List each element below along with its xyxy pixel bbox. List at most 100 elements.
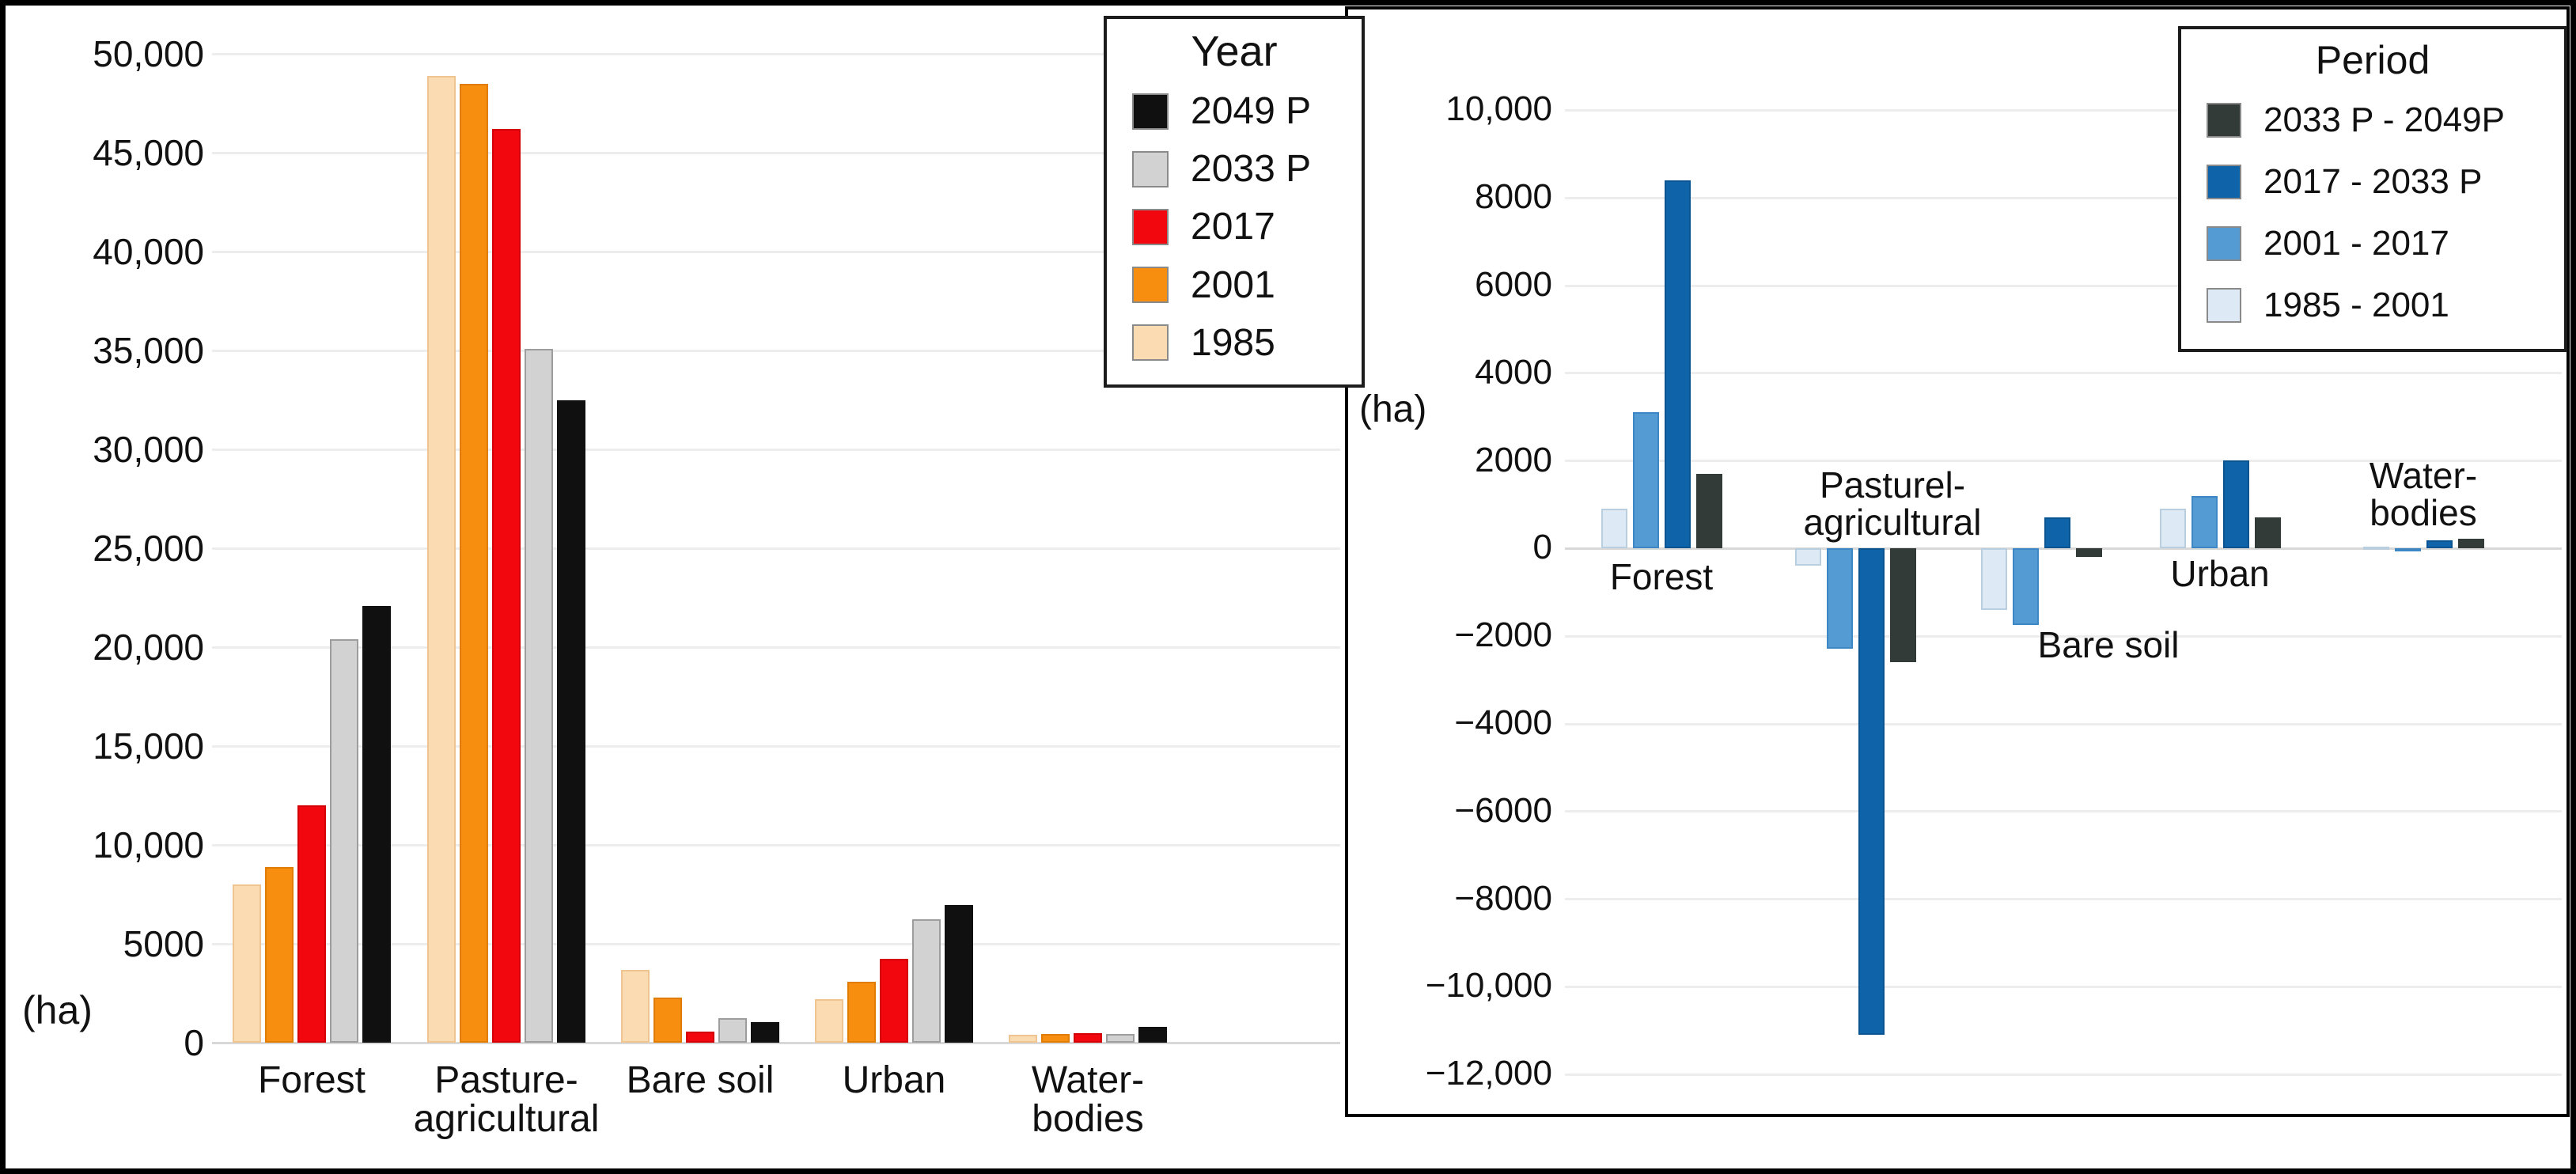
bar-urban-2033-p [912, 918, 941, 1043]
bar-water-bodies-2001 [1041, 1034, 1070, 1043]
gridline [1565, 1073, 2562, 1076]
bar-water-bodies-1985-2001 [2362, 547, 2389, 550]
y-tick-label: 30,000 [93, 429, 204, 471]
bar-urban-2001-2017 [2191, 495, 2218, 548]
bar-pasture-agricultural-1985 [427, 75, 456, 1043]
legend-entry-label: 2017 [1191, 206, 1275, 248]
gridline [212, 943, 1340, 945]
bar-bare-soil-2049-p [751, 1021, 779, 1043]
gridline [212, 745, 1340, 748]
gridline [212, 547, 1340, 550]
legend-swatch-1985 [1132, 324, 1169, 362]
category-label-water-bodies: Water-bodies [1031, 1059, 1145, 1140]
y-tick-label: 6000 [1475, 265, 1552, 305]
gridline [1565, 109, 2562, 112]
bar-water-bodies-2033-p [1106, 1034, 1135, 1043]
legend-swatch-1985-2001 [2207, 288, 2241, 323]
y-tick-label: 45,000 [93, 132, 204, 174]
legend-swatch-2033-p [1132, 150, 1169, 187]
y-tick-label: −8000 [1454, 878, 1552, 918]
bar-pasture-agricultural-2001 [460, 83, 488, 1043]
gridline [1565, 284, 2562, 287]
y-tick-label: 0 [184, 1022, 204, 1064]
bar-bare-soil-2001-2017 [2012, 548, 2039, 625]
y-tick-label: 50,000 [93, 33, 204, 75]
bar-bare-soil-2001 [653, 997, 682, 1043]
category-label-pasture-agricultural: Pasture-agricultural [413, 1059, 600, 1140]
legend-entry-label: 2033 P [1191, 148, 1312, 191]
bar-forest-2033-p [330, 639, 358, 1043]
bar-bare-soil-2017-2033-p [2044, 517, 2070, 548]
gridline [1565, 372, 2562, 375]
y-tick-label: −6000 [1454, 790, 1552, 830]
category-label-water-bodies: Water-bodies [2369, 455, 2478, 533]
category-label-bare-soil: Bare soil [626, 1059, 775, 1101]
gridline [212, 449, 1340, 451]
legend-entry-label: 1985 [1191, 321, 1275, 364]
bar-bare-soil-2033-p-2049p [2075, 548, 2102, 558]
bar-water-bodies-2033-p-2049p [2457, 538, 2484, 548]
bar-pasturel-agricultural-1985-2001 [1794, 548, 1821, 566]
bar-pasture-agricultural-2033-p [525, 348, 553, 1043]
y-tick-label: 10,000 [93, 824, 204, 866]
bar-forest-1985-2001 [1601, 509, 1627, 548]
zero-gridline [212, 1042, 1340, 1044]
y-tick-label: 0 [1532, 528, 1552, 567]
category-label-bare-soil: Bare soil [2037, 624, 2180, 665]
bar-urban-2001 [847, 981, 876, 1043]
y-tick-label: 25,000 [93, 528, 204, 570]
bar-forest-2001-2017 [1632, 412, 1659, 548]
legend-entry-2049-p: 2049 P [1107, 89, 1362, 133]
right-axis-unit-label: (ha) [1359, 388, 1427, 430]
y-tick-label: 20,000 [93, 627, 204, 668]
period-legend: Period 2033 P - 2049P 2017 - 2033 P 2001 -… [2178, 26, 2567, 352]
gridline [1565, 810, 2562, 813]
y-tick-label: 8000 [1475, 177, 1552, 217]
legend-entry-label: 2001 [1191, 263, 1275, 306]
legend-swatch-2049-p [1132, 93, 1169, 130]
y-tick-label: 35,000 [93, 330, 204, 372]
legend-entry-2017-2033-p: 2017 - 2033 P [2181, 162, 2564, 202]
legend-entry-1985-2001: 1985 - 2001 [2181, 286, 2564, 325]
bar-water-bodies-2017-2033-p [2426, 540, 2453, 548]
bar-forest-2017-2033-p [1664, 180, 1691, 548]
y-tick-label: 5000 [123, 923, 204, 965]
legend-entry-label: 2049 P [1191, 90, 1312, 133]
bar-urban-2033-p-2049p [2254, 517, 2281, 548]
gridline [212, 251, 1340, 253]
bar-water-bodies-1985 [1009, 1035, 1037, 1043]
bar-urban-1985 [815, 999, 843, 1043]
bar-forest-1985 [233, 884, 261, 1043]
year-legend: Year 2049 P 2033 P 2017 2001 1985 [1104, 16, 1365, 388]
gridline [1565, 986, 2562, 988]
legend-entry-1985: 1985 [1107, 321, 1362, 365]
y-tick-label: 10,000 [1445, 89, 1552, 129]
gridline [212, 844, 1340, 846]
y-tick-label: 40,000 [93, 231, 204, 273]
year-legend-title: Year [1191, 28, 1278, 75]
bar-pasturel-agricultural-2017-2033-p [1858, 548, 1885, 1035]
legend-swatch-2001 [1132, 267, 1169, 304]
bar-bare-soil-1985 [621, 969, 650, 1043]
bar-bare-soil-2033-p [718, 1017, 747, 1043]
legend-swatch-2017-2033-p [2207, 165, 2241, 199]
gridline [1565, 634, 2562, 638]
bar-pasturel-agricultural-2033-p-2049p [1889, 548, 1916, 663]
category-label-forest: Forest [1609, 556, 1714, 597]
legend-entry-label: 1985 - 2001 [2263, 286, 2449, 324]
legend-entry-label: 2001 - 2017 [2263, 224, 2449, 263]
bar-forest-2033-p-2049p [1695, 473, 1722, 548]
y-tick-label: 2000 [1475, 440, 1552, 479]
bar-bare-soil-1985-2001 [1980, 548, 2007, 610]
gridline [1565, 196, 2562, 199]
bar-forest-2049-p [362, 605, 391, 1043]
legend-swatch-2001-2017 [2207, 226, 2241, 261]
bar-urban-2049-p [945, 905, 973, 1043]
gridline [212, 152, 1340, 154]
bar-water-bodies-2049-p [1138, 1027, 1167, 1043]
bar-pasturel-agricultural-2001-2017 [1826, 548, 1853, 649]
zero-gridline [1565, 547, 2562, 550]
period-legend-title: Period [2315, 38, 2430, 82]
bar-pasture-agricultural-2017 [492, 129, 521, 1043]
